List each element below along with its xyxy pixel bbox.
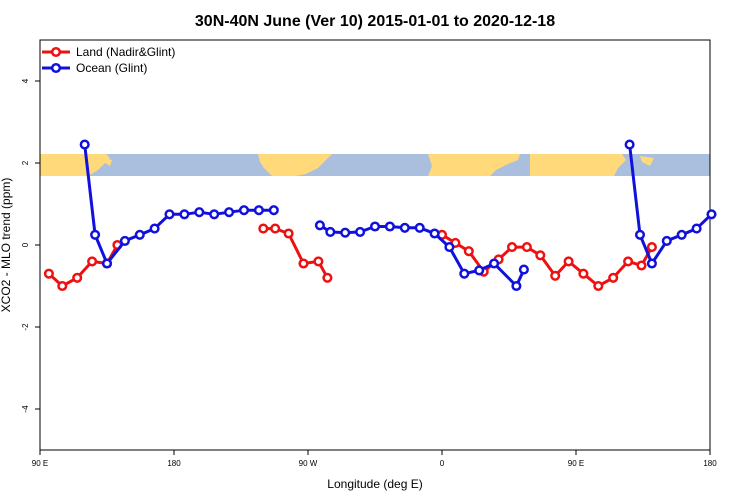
- series-0-point-2-14: [636, 260, 647, 271]
- series-1-point-0-8: [194, 207, 205, 218]
- series-0-point-2-12: [608, 272, 619, 283]
- series-1-point-2-0: [624, 139, 635, 150]
- chart-title: 30N-40N June (Ver 10) 2015-01-01 to 2020…: [195, 13, 555, 30]
- series-1-point-0-12: [253, 205, 264, 216]
- y-tick-label-4: 4: [21, 78, 30, 83]
- series-1-point-2-4: [676, 229, 687, 240]
- series-lines: [43, 139, 717, 292]
- series-1-point-1-9: [444, 242, 455, 253]
- series-0-point-2-7: [535, 250, 546, 261]
- series-0-point-1-3: [298, 258, 309, 269]
- land-patch-europe-africa: [428, 154, 520, 176]
- y-axis: -4 -2 0 2 4: [21, 78, 40, 413]
- series-1-point-1-7: [414, 222, 425, 233]
- y-tick-label-2: 0: [21, 242, 30, 247]
- x-tick-label-2: 90 W: [299, 459, 318, 468]
- series-1-point-0-3: [119, 235, 130, 246]
- series-1: [79, 139, 717, 292]
- series-1-point-0-9: [209, 209, 220, 220]
- series-1-point-2-1: [634, 229, 646, 240]
- series-1-point-2-6: [706, 209, 717, 220]
- y-tick-label-1: -2: [21, 323, 30, 331]
- series-1-point-0-10: [224, 207, 235, 218]
- series-1-point-1-4: [369, 221, 381, 232]
- x-tick-label-4: 90 E: [568, 459, 584, 468]
- x-tick-label-5: 180: [703, 459, 717, 468]
- series-0-point-2-2: [463, 246, 474, 257]
- series-1-point-1-10: [459, 268, 470, 279]
- series-1-point-1-14: [518, 264, 529, 275]
- legend: Land (Nadir&Glint) Ocean (Glint): [42, 45, 175, 75]
- series-1-point-0-11: [238, 205, 250, 216]
- legend-item-ocean: Ocean (Glint): [42, 61, 147, 75]
- series-0-point-1-5: [322, 272, 333, 283]
- series-1-point-1-5: [384, 221, 395, 232]
- series-1-point-1-2: [340, 227, 351, 238]
- series-0-point-2-6: [521, 242, 532, 253]
- land-patches: [40, 154, 654, 176]
- series-1-point-0-6: [164, 209, 175, 220]
- series-1-point-1-12: [489, 258, 500, 269]
- series-1-point-1-3: [355, 226, 366, 237]
- x-tick-label-3: 0: [440, 459, 445, 468]
- x-axis-label: Longitude (deg E): [327, 477, 422, 491]
- legend-label-ocean: Ocean (Glint): [76, 61, 147, 75]
- y-tick-label-0: -4: [21, 405, 30, 413]
- series-0-line-1: [263, 227, 329, 279]
- series-1-point-0-0: [79, 139, 90, 150]
- series-1-point-0-7: [179, 209, 190, 220]
- series-1-point-2-2: [646, 258, 657, 269]
- series-0-point-0-2: [72, 272, 83, 283]
- series-1-point-1-0: [314, 220, 325, 231]
- land-patch-japan: [104, 158, 112, 166]
- series-1-point-1-11: [474, 265, 485, 276]
- series-0-point-2-15: [646, 242, 657, 253]
- series-0-point-0-3: [87, 256, 98, 267]
- series-0-point-2-5: [506, 242, 518, 253]
- series-0-point-1-2: [283, 228, 294, 239]
- series-0-point-0-0: [43, 268, 54, 279]
- land-patch-north-america: [258, 154, 332, 176]
- series-1-point-2-5: [691, 223, 702, 234]
- legend-label-land: Land (Nadir&Glint): [76, 45, 175, 59]
- series-1-point-0-4: [134, 229, 145, 240]
- y-axis-label: XCO2 - MLO trend (ppm): [0, 178, 13, 313]
- land-ocean-band: [40, 154, 710, 176]
- land-patch-asia-east: [530, 154, 626, 176]
- series-1-point-1-13: [511, 280, 522, 292]
- series-0-point-2-9: [563, 256, 574, 267]
- series-0-point-1-1: [270, 223, 281, 234]
- series-1-point-2-3: [661, 235, 672, 246]
- series-0-line-2: [441, 233, 654, 288]
- series-1-point-1-1: [325, 226, 336, 237]
- land-patch-asia-west: [40, 154, 110, 176]
- series-1-line-1: [319, 224, 526, 288]
- series-1-point-1-6: [399, 222, 410, 233]
- plot-frame: [39, 39, 711, 451]
- series-0-point-2-13: [623, 256, 634, 267]
- series-0-point-2-8: [550, 270, 561, 281]
- legend-item-land: Land (Nadir&Glint): [42, 45, 175, 59]
- series-0-point-1-4: [313, 256, 324, 267]
- series-1-point-0-5: [149, 223, 160, 234]
- legend-marker-ocean: [50, 62, 62, 74]
- x-tick-label-1: 180: [167, 459, 181, 468]
- series-0-point-0-1: [57, 280, 68, 292]
- series-0-point-2-11: [593, 280, 604, 292]
- series-0-point-1-0: [258, 223, 269, 234]
- legend-marker-land: [50, 46, 62, 58]
- y-tick-label-3: 2: [21, 160, 30, 165]
- series-1-point-1-8: [429, 228, 440, 239]
- x-tick-label-0: 90 E: [32, 459, 48, 468]
- series-0-point-2-10: [578, 268, 589, 279]
- x-axis: 90 E 180 90 W 0 90 E 180: [32, 450, 717, 468]
- series-1-point-0-1: [90, 229, 101, 240]
- series-1-point-0-2: [101, 258, 113, 269]
- land-patch-japan-east: [640, 156, 654, 166]
- series-1-point-0-13: [268, 205, 279, 216]
